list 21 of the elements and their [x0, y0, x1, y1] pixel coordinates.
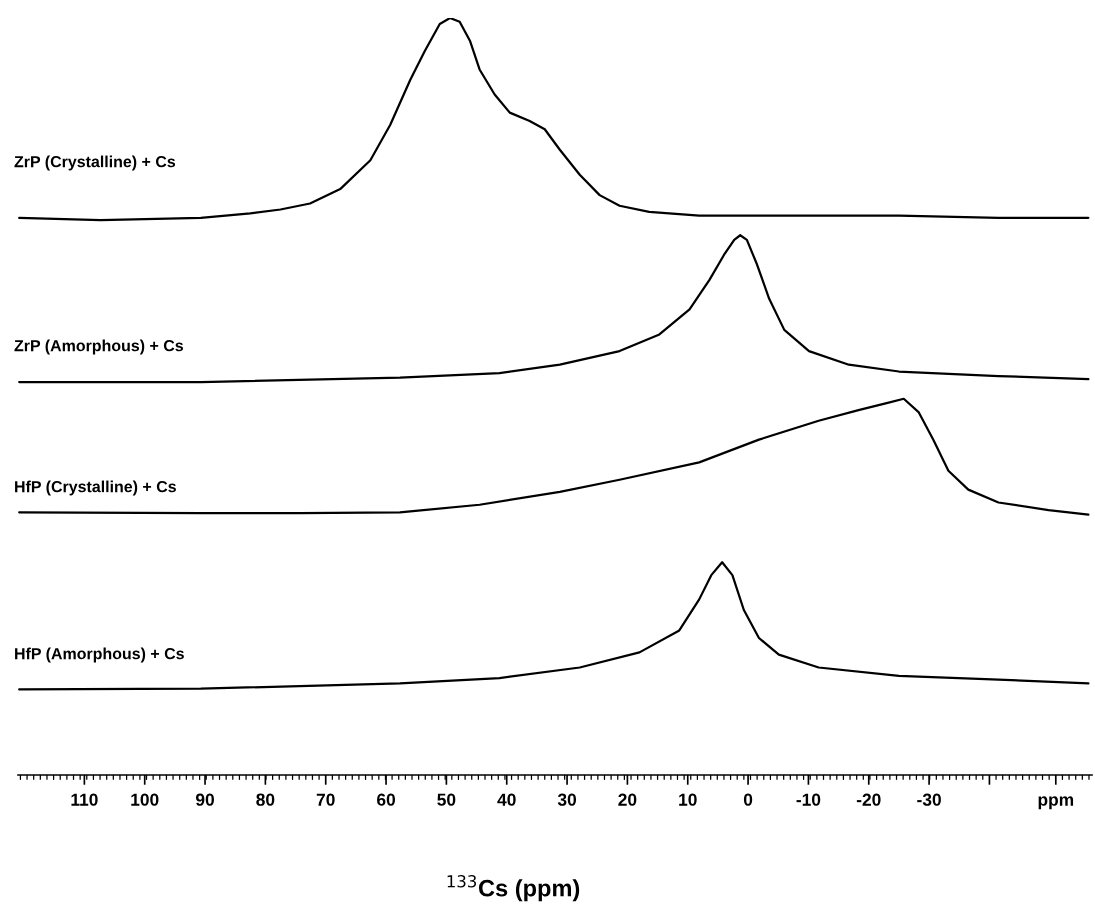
- x-tick-label: 100: [131, 793, 159, 806]
- x-tick-label: -10: [796, 793, 821, 806]
- x-tick-label: 50: [437, 793, 456, 806]
- text: ZrP (Crystalline) + Cs: [14, 155, 176, 171]
- series-label: HfP (Crystalline) + Cs: [15, 480, 176, 496]
- series-label: ZrP (Amorphous) + Cs: [14, 339, 183, 355]
- x-tick-label: ppm: [1038, 796, 1074, 810]
- x-tick-label: 90: [195, 793, 214, 806]
- x-tick-label: 70: [316, 793, 335, 806]
- x-tick-label: -30: [917, 793, 941, 806]
- x-tick-label: 0: [743, 793, 753, 806]
- x-tick-label: 60: [377, 793, 395, 806]
- x-tick-label: 10: [679, 793, 697, 806]
- x-tick-label: 30: [557, 793, 577, 806]
- x-tick-label: -20: [856, 793, 881, 806]
- x-tick-label: 110: [71, 793, 98, 806]
- x-tick-label: 20: [618, 793, 637, 806]
- x-tick-label: 80: [256, 793, 275, 806]
- x-axis-title: $^{133}$Cs (ppm): [447, 875, 580, 902]
- x-tick-label: 40: [497, 793, 516, 806]
- series-label: HfP (Amorphous) + Cs: [15, 647, 184, 663]
